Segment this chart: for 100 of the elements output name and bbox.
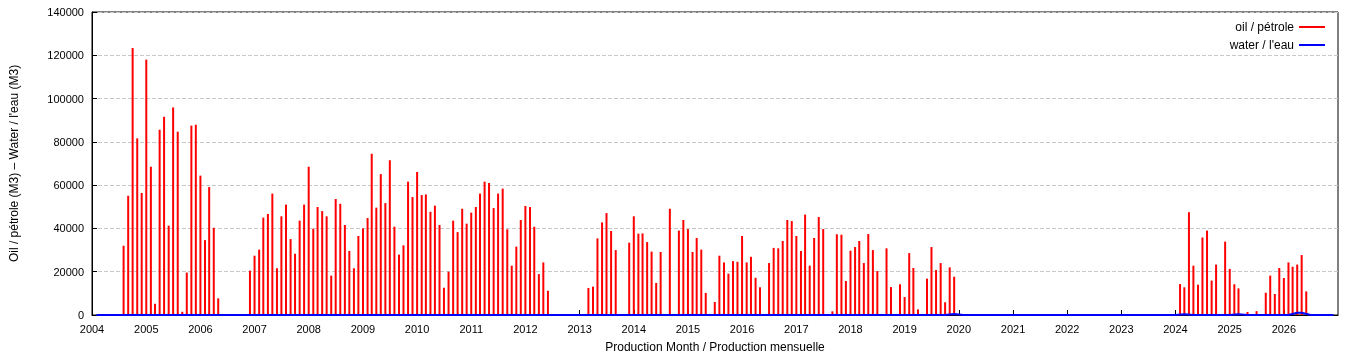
bar	[732, 261, 735, 315]
bar	[542, 262, 545, 315]
bar	[303, 204, 306, 315]
bar	[429, 211, 432, 315]
bar	[691, 252, 694, 315]
bar	[587, 287, 590, 315]
bar	[777, 248, 780, 315]
bar	[741, 236, 744, 315]
x-tick-label: 2021	[1000, 322, 1026, 335]
bar	[655, 282, 658, 315]
bar	[885, 248, 888, 315]
bar	[808, 265, 811, 315]
bar	[172, 107, 175, 315]
bar	[722, 262, 725, 315]
x-tick-label: 2026	[1271, 322, 1297, 335]
bar	[289, 239, 292, 315]
bar	[321, 211, 324, 315]
bar	[659, 252, 662, 315]
bar	[537, 274, 540, 315]
bar	[330, 275, 333, 315]
bar	[596, 238, 599, 315]
bar	[447, 271, 450, 315]
bar	[185, 272, 188, 315]
x-tick-label: 2024	[1163, 322, 1188, 335]
y-tick-label: 100000	[47, 92, 84, 105]
bar	[704, 292, 707, 315]
bar	[506, 229, 509, 315]
bar	[379, 174, 382, 315]
bar	[483, 181, 486, 315]
bar	[176, 131, 179, 315]
bar	[804, 214, 807, 315]
bar	[307, 166, 310, 315]
bar	[298, 220, 301, 315]
x-axis-title: Production Month / Production mensuelle	[605, 340, 826, 354]
x-tick-label: 2010	[404, 322, 430, 335]
y-tick-label: 80000	[53, 135, 84, 148]
bar	[370, 153, 373, 315]
bar	[889, 287, 892, 315]
x-tick-label: 2023	[1109, 322, 1134, 335]
x-tick-label: 2016	[729, 322, 755, 335]
bar	[700, 249, 703, 315]
x-tick-label: 2004	[79, 322, 105, 335]
bar	[759, 287, 762, 315]
bar	[632, 216, 635, 315]
bar	[790, 221, 793, 315]
bar	[465, 223, 468, 315]
bar	[939, 263, 942, 315]
bar	[248, 270, 251, 315]
bar	[641, 233, 644, 315]
bar	[348, 250, 351, 315]
bar	[871, 250, 874, 315]
y-tick-label: 60000	[53, 179, 84, 192]
bar	[456, 232, 459, 315]
bar	[515, 246, 518, 315]
bar	[1196, 284, 1199, 315]
bar	[438, 224, 441, 315]
bar	[140, 192, 143, 315]
bar	[127, 195, 130, 315]
bar	[736, 261, 739, 315]
bar	[799, 250, 802, 315]
bar	[510, 265, 513, 315]
bar	[1305, 291, 1308, 315]
bar	[903, 297, 906, 315]
bar	[375, 207, 378, 315]
y-tick-label: 0	[77, 309, 84, 321]
bar	[876, 271, 879, 315]
x-tick-label: 2017	[784, 322, 809, 335]
bar	[854, 247, 857, 315]
bar	[312, 228, 315, 315]
y-tick-label: 20000	[53, 265, 84, 278]
bar	[718, 255, 721, 315]
bar	[953, 276, 956, 315]
bar	[275, 268, 278, 315]
bar	[858, 240, 861, 315]
x-tick-label: 2013	[567, 322, 592, 335]
bar	[190, 125, 193, 315]
bar	[285, 204, 287, 315]
bar	[610, 231, 613, 315]
x-tick-label: 2007	[242, 322, 267, 335]
bar	[862, 263, 865, 315]
bar	[294, 253, 297, 315]
bar	[497, 193, 500, 315]
bar	[817, 216, 820, 315]
bar	[384, 203, 387, 315]
x-tick-label: 2012	[513, 322, 538, 335]
x-tick-label: 2025	[1217, 322, 1242, 335]
bar	[786, 219, 789, 315]
bar	[646, 242, 649, 315]
bar	[867, 234, 870, 315]
bar	[280, 216, 283, 315]
x-tick-label: 2015	[675, 322, 701, 335]
bar	[1228, 268, 1231, 315]
bar	[393, 226, 396, 315]
bar	[533, 226, 536, 315]
bar	[420, 195, 423, 315]
bar	[1201, 237, 1204, 315]
bar	[253, 255, 256, 315]
bar	[424, 194, 427, 315]
y-axis-title: Oil / pétrole (M3) – Water / l'eau (M3)	[7, 64, 21, 263]
bar	[822, 229, 825, 315]
